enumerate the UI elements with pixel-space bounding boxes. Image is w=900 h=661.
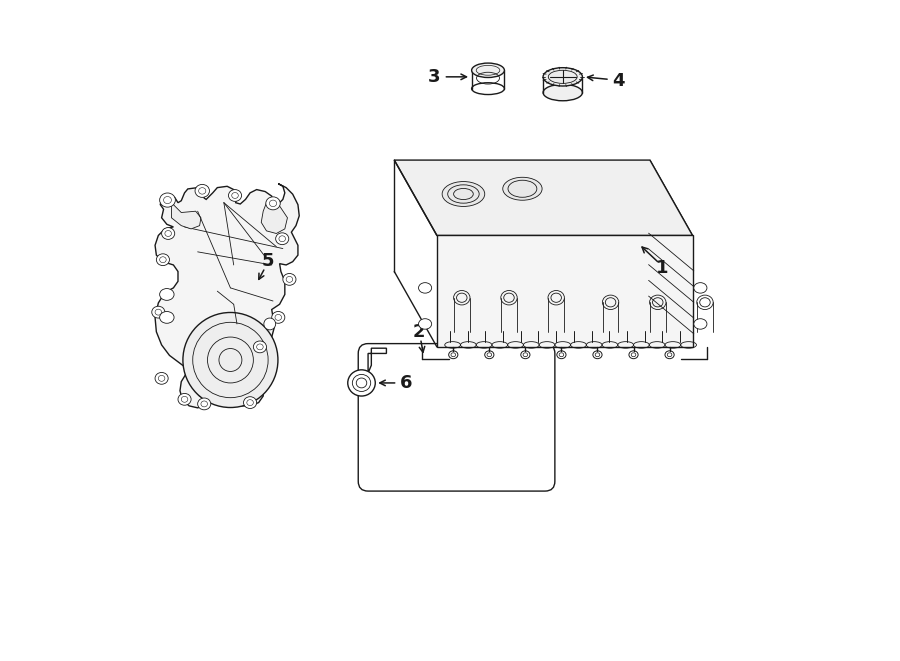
Ellipse shape (595, 353, 599, 357)
Ellipse shape (165, 231, 171, 237)
Ellipse shape (557, 351, 566, 359)
Polygon shape (436, 235, 692, 347)
Ellipse shape (503, 177, 542, 200)
Text: 6: 6 (400, 374, 412, 392)
Ellipse shape (162, 227, 175, 239)
Ellipse shape (275, 233, 289, 245)
Ellipse shape (356, 378, 367, 388)
Ellipse shape (631, 353, 635, 357)
Polygon shape (394, 160, 692, 235)
Ellipse shape (667, 353, 672, 357)
Ellipse shape (155, 309, 162, 315)
Ellipse shape (229, 190, 241, 202)
Ellipse shape (418, 319, 432, 329)
Ellipse shape (418, 283, 432, 293)
Ellipse shape (442, 182, 485, 206)
Ellipse shape (279, 236, 285, 242)
Ellipse shape (195, 184, 210, 198)
Ellipse shape (543, 85, 582, 100)
Ellipse shape (485, 351, 494, 359)
FancyBboxPatch shape (358, 344, 555, 491)
Ellipse shape (266, 197, 280, 210)
Polygon shape (261, 200, 287, 233)
Ellipse shape (665, 351, 674, 359)
Ellipse shape (164, 196, 171, 204)
Ellipse shape (159, 289, 174, 300)
Ellipse shape (629, 351, 638, 359)
Ellipse shape (158, 375, 165, 381)
Ellipse shape (283, 274, 296, 286)
Ellipse shape (694, 319, 706, 329)
Ellipse shape (152, 306, 165, 318)
Polygon shape (155, 184, 299, 408)
Text: 3: 3 (428, 68, 440, 86)
Polygon shape (171, 203, 201, 229)
Text: 1: 1 (655, 258, 668, 276)
Ellipse shape (487, 353, 491, 357)
Ellipse shape (449, 351, 458, 359)
Ellipse shape (269, 200, 276, 207)
Ellipse shape (694, 283, 706, 293)
Ellipse shape (275, 315, 282, 321)
Ellipse shape (256, 344, 263, 350)
Polygon shape (650, 160, 692, 347)
Ellipse shape (231, 192, 239, 198)
Ellipse shape (451, 353, 455, 357)
Text: 5: 5 (262, 252, 274, 270)
Ellipse shape (543, 67, 582, 86)
Ellipse shape (155, 372, 168, 384)
Ellipse shape (347, 369, 375, 396)
Ellipse shape (159, 311, 174, 323)
Ellipse shape (272, 311, 284, 323)
Ellipse shape (183, 313, 278, 408)
Text: 4: 4 (612, 72, 625, 90)
Ellipse shape (247, 400, 254, 406)
Ellipse shape (199, 188, 206, 194)
Ellipse shape (521, 351, 530, 359)
Ellipse shape (593, 351, 602, 359)
Ellipse shape (178, 393, 191, 405)
Text: 2: 2 (413, 323, 426, 341)
Ellipse shape (264, 318, 275, 330)
Ellipse shape (244, 397, 256, 408)
Ellipse shape (352, 374, 371, 391)
Ellipse shape (254, 341, 266, 353)
Polygon shape (368, 348, 386, 373)
Ellipse shape (523, 353, 527, 357)
Ellipse shape (159, 193, 176, 207)
Ellipse shape (472, 63, 504, 77)
Ellipse shape (198, 398, 211, 410)
Ellipse shape (181, 397, 188, 403)
Ellipse shape (159, 256, 166, 262)
Ellipse shape (286, 276, 292, 282)
Ellipse shape (201, 401, 208, 407)
Ellipse shape (559, 353, 563, 357)
Ellipse shape (157, 254, 169, 266)
